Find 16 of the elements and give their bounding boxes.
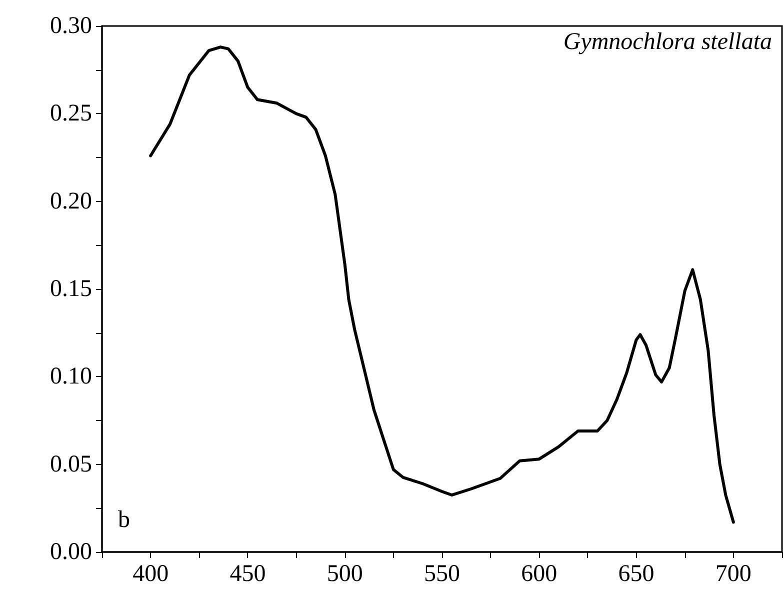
x-tick-label: 650 [618, 561, 654, 587]
y-tick-label: 0.20 [50, 188, 92, 214]
y-tick-label: 0.30 [50, 13, 92, 39]
y-tick-label: 0.00 [50, 539, 92, 565]
y-tick-label: 0.05 [50, 451, 92, 478]
annotation: Gymnochlora stellata [563, 29, 772, 55]
x-tick-label: 550 [424, 561, 460, 587]
x-tick-label: 450 [230, 561, 266, 587]
x-tick-label: 500 [326, 561, 363, 587]
x-tick-label: 700 [715, 561, 752, 587]
x-tick-label: 400 [132, 561, 169, 587]
y-tick-label: 0.15 [50, 276, 92, 302]
annotation: b [118, 507, 130, 533]
y-tick-label: 0.10 [50, 364, 92, 390]
x-tick-label: 600 [521, 561, 558, 587]
y-tick-label: 0.25 [50, 100, 92, 127]
